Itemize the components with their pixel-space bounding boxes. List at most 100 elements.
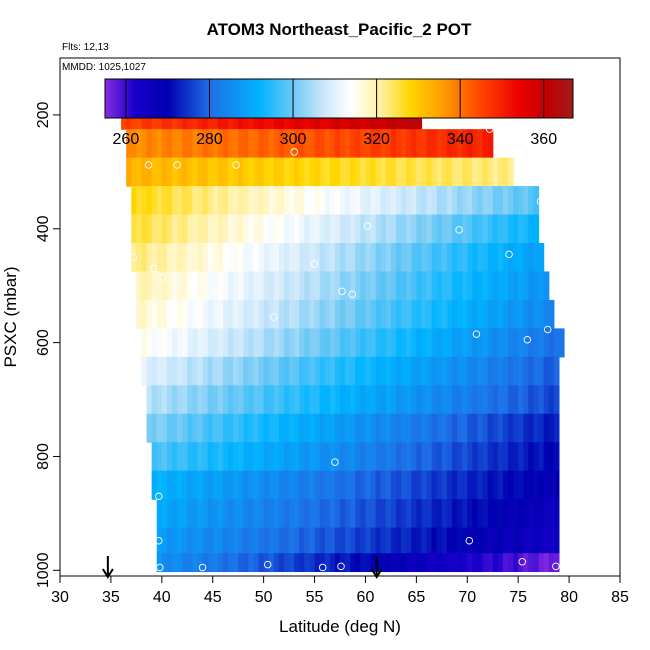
heatmap-cell — [334, 129, 341, 159]
heatmap-cell — [350, 271, 356, 301]
heatmap-cell — [253, 470, 260, 500]
colorbar-tick-label: 360 — [530, 131, 557, 148]
heatmap-cell — [243, 442, 249, 472]
heatmap-cell — [253, 299, 260, 329]
heatmap-cell — [345, 186, 351, 216]
heatmap-cell — [457, 186, 463, 216]
heatmap-cell — [533, 271, 540, 301]
heatmap-cell — [197, 470, 204, 500]
heatmap-cell — [243, 271, 249, 301]
heatmap-cell — [457, 553, 463, 573]
heatmap-cell — [212, 129, 219, 159]
heatmap-cell — [243, 499, 249, 529]
heatmap-cell — [212, 356, 219, 386]
heatmap-cell — [421, 413, 428, 443]
heatmap-cell — [166, 527, 173, 554]
heatmap-cell — [452, 527, 458, 554]
heatmap-cell — [548, 527, 555, 554]
heatmap-cell — [314, 527, 321, 554]
heatmap-cell — [182, 553, 188, 573]
heatmap-cell — [401, 243, 407, 273]
heatmap-cell — [457, 129, 463, 159]
heatmap-cell — [416, 442, 423, 472]
heatmap-cell — [523, 271, 529, 301]
heatmap-cell — [228, 328, 234, 358]
heatmap-cell — [238, 129, 244, 159]
heatmap-cell — [228, 299, 234, 329]
heatmap-cell — [355, 271, 361, 301]
heatmap-cell — [426, 553, 433, 573]
heatmap-cell — [151, 299, 158, 329]
heatmap-cell — [243, 129, 249, 159]
data-point — [270, 313, 278, 321]
heatmap-cell — [177, 356, 183, 386]
heatmap-cell — [340, 385, 346, 415]
heatmap-cell — [487, 553, 494, 573]
heatmap-cell — [273, 356, 280, 386]
heatmap-cell — [543, 328, 550, 358]
heatmap-cell — [553, 413, 560, 443]
heatmap-cell — [268, 499, 275, 529]
heatmap-cell — [365, 385, 372, 415]
heatmap-cell — [222, 299, 229, 329]
heatmap-cell — [222, 442, 229, 472]
heatmap-cell — [492, 271, 499, 301]
heatmap-cell — [294, 129, 300, 159]
heatmap-cell — [411, 328, 417, 358]
heatmap-cell — [375, 328, 382, 358]
colorbar-fill — [104, 78, 574, 119]
heatmap-cell — [212, 214, 219, 244]
heatmap-cell — [233, 553, 239, 573]
heatmap-cell — [390, 129, 397, 159]
heatmap-cell — [355, 442, 361, 472]
heatmap-cell — [452, 356, 458, 386]
heatmap-cell — [284, 413, 290, 443]
heatmap-cell — [166, 413, 173, 443]
heatmap-cell — [182, 129, 188, 159]
heatmap-cell — [523, 299, 529, 329]
heatmap-cell — [207, 271, 214, 301]
heatmap-cell — [273, 470, 280, 500]
heatmap-cell — [345, 385, 351, 415]
heatmap-cell — [243, 527, 249, 554]
data-point — [485, 125, 494, 133]
heatmap-cell — [146, 328, 153, 358]
y-tick-label: 1000 — [35, 552, 52, 588]
heatmap-cell — [166, 129, 173, 159]
heatmap-cell — [248, 527, 255, 554]
heatmap-cell — [396, 271, 402, 301]
heatmap-cell — [441, 470, 448, 500]
heatmap-cell — [182, 328, 188, 358]
heatmap-cell — [141, 243, 148, 273]
heatmap-cell — [508, 413, 514, 443]
heatmap-cell — [406, 271, 412, 301]
heatmap-cell — [212, 553, 219, 573]
heatmap-cell — [334, 271, 341, 301]
heatmap-cell — [508, 271, 514, 301]
heatmap-cell — [284, 356, 290, 386]
heatmap-cell — [380, 356, 387, 386]
heatmap-cell — [187, 442, 193, 472]
heatmap-cell — [482, 157, 489, 187]
heatmap-cell — [161, 413, 168, 443]
heatmap-cell — [436, 157, 443, 187]
heatmap-cell — [380, 553, 387, 573]
heatmap-cell — [548, 499, 555, 529]
heatmap-cell — [452, 129, 458, 159]
heatmap-cell — [528, 553, 535, 573]
heatmap-cell — [268, 527, 275, 554]
heatmap-cell — [390, 271, 397, 301]
heatmap-cell — [487, 243, 494, 273]
heatmap-cell — [202, 442, 209, 472]
heatmap-cell — [416, 186, 423, 216]
heatmap-cell — [502, 299, 509, 329]
heatmap-cell — [314, 271, 321, 301]
heatmap-cell — [426, 413, 433, 443]
heatmap-cell — [452, 214, 458, 244]
heatmap-cell — [523, 243, 529, 273]
heatmap-cell — [278, 214, 285, 244]
heatmap-cell — [289, 385, 295, 415]
heatmap-cell — [441, 129, 448, 159]
heatmap-cell — [508, 442, 514, 472]
heatmap-cell — [533, 413, 540, 443]
